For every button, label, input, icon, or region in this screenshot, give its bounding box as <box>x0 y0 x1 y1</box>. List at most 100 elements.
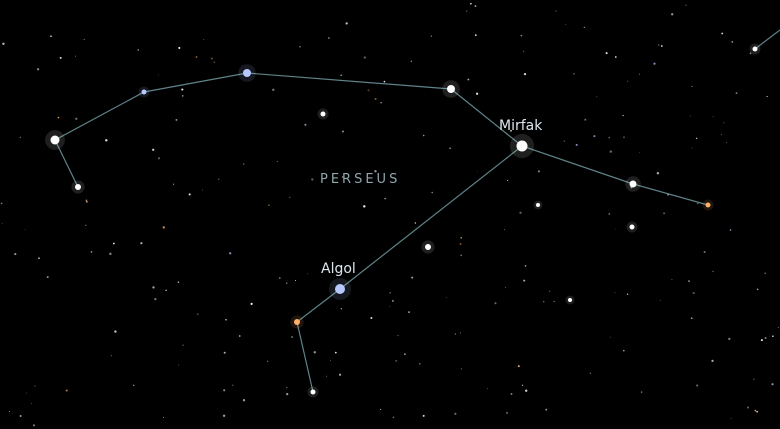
background-star <box>548 290 551 293</box>
background-star <box>140 242 143 245</box>
background-star <box>622 114 624 117</box>
background-star <box>460 254 462 257</box>
background-star <box>340 308 342 310</box>
constellation-lines <box>54 29 780 393</box>
background-star <box>182 95 184 97</box>
background-star <box>735 92 738 95</box>
background-star <box>85 199 88 202</box>
background-star <box>294 279 297 282</box>
background-star <box>690 115 691 117</box>
background-star <box>685 4 687 6</box>
background-star <box>384 197 386 200</box>
background-star <box>75 55 76 57</box>
background-star <box>653 62 656 65</box>
constellation-line <box>754 29 780 50</box>
background-star <box>363 56 366 59</box>
star <box>310 389 316 395</box>
background-star <box>614 56 617 58</box>
background-star <box>593 135 596 138</box>
background-star <box>242 163 245 165</box>
background-star <box>279 277 281 279</box>
background-star <box>162 226 165 229</box>
background-star <box>575 143 578 146</box>
star <box>320 111 326 117</box>
background-star <box>609 150 613 153</box>
background-star <box>112 242 115 245</box>
background-star <box>543 301 545 303</box>
star <box>447 85 455 93</box>
background-star <box>474 34 477 36</box>
background-star <box>697 203 699 205</box>
background-star <box>389 306 391 307</box>
background-star <box>459 242 462 245</box>
background-star <box>605 52 608 55</box>
background-star <box>213 61 215 63</box>
background-star <box>46 276 49 279</box>
star <box>335 284 345 294</box>
background-star <box>414 222 417 224</box>
background-star <box>507 179 509 181</box>
background-star <box>75 117 78 121</box>
background-star <box>583 26 585 28</box>
background-star <box>272 88 275 92</box>
star <box>75 184 81 190</box>
mirfak-label: Mirfak <box>499 118 543 134</box>
background-star <box>202 189 203 191</box>
star <box>629 224 635 230</box>
constellation-line <box>54 72 709 206</box>
background-star <box>397 334 399 337</box>
star <box>294 319 300 325</box>
background-star <box>460 368 463 370</box>
background-star <box>85 200 88 203</box>
background-star <box>517 365 520 368</box>
constellation-stars <box>45 43 761 398</box>
background-star <box>696 384 699 387</box>
background-star <box>711 359 714 363</box>
background-star <box>691 147 693 149</box>
background-star <box>608 212 611 215</box>
background-star <box>729 229 732 231</box>
background-star <box>152 148 155 151</box>
background-star <box>380 102 382 104</box>
background-star <box>114 330 117 333</box>
background-star <box>59 56 62 59</box>
background-star <box>238 335 241 337</box>
background-star <box>223 389 226 392</box>
star <box>568 298 572 302</box>
background-star <box>494 302 497 305</box>
background-star <box>638 73 640 75</box>
background-star <box>657 44 660 46</box>
background-star <box>325 375 327 377</box>
background-star <box>553 300 555 303</box>
background-star <box>65 389 68 392</box>
background-star <box>8 411 10 413</box>
background-star <box>454 412 457 415</box>
background-star <box>555 10 557 12</box>
background-star <box>363 205 366 208</box>
background-star <box>223 351 226 354</box>
background-star <box>573 73 575 75</box>
background-star <box>157 74 159 76</box>
background-star <box>712 116 714 118</box>
background-star <box>175 118 178 121</box>
background-star <box>608 137 610 139</box>
background-star <box>422 414 425 417</box>
background-star <box>137 49 140 51</box>
background-star <box>0 202 3 205</box>
background-star <box>422 134 425 137</box>
background-star <box>285 386 288 389</box>
background-star <box>395 359 398 362</box>
background-star <box>627 80 629 82</box>
algol-label: Algol <box>321 261 356 277</box>
background-star <box>504 229 505 231</box>
star <box>425 244 431 250</box>
background-star <box>721 32 724 35</box>
background-star <box>268 204 270 206</box>
background-star <box>728 337 731 341</box>
background-star <box>157 157 161 160</box>
background-star <box>250 302 253 305</box>
background-star <box>523 50 525 52</box>
background-star <box>367 89 370 92</box>
background-star <box>690 317 693 320</box>
